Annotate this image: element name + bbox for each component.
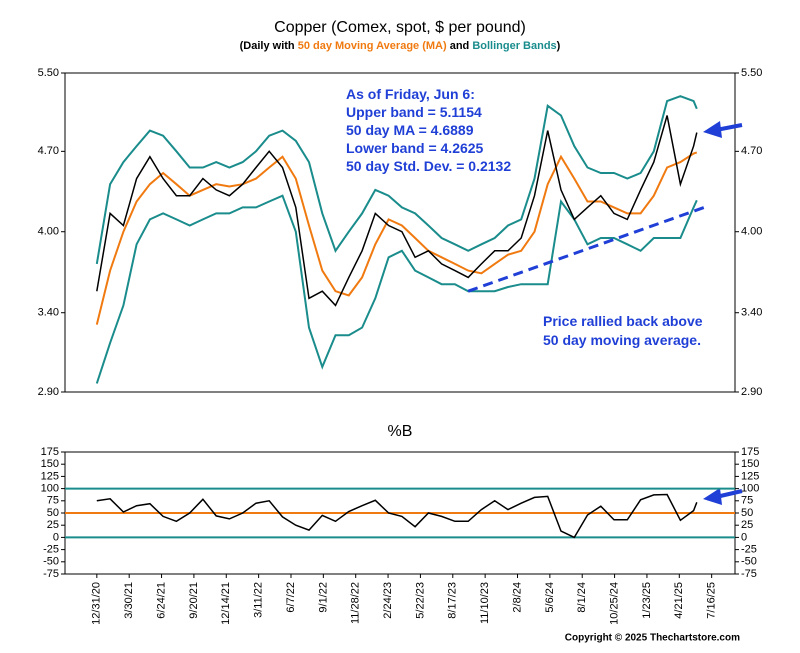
arrow bbox=[703, 488, 743, 505]
y-tick-label: 50 bbox=[47, 507, 59, 519]
x-tick-label: 6/24/21 bbox=[155, 582, 167, 619]
x-tick-label: 3/11/22 bbox=[253, 582, 265, 618]
y-tick-label: 150 bbox=[741, 458, 759, 470]
annotation: Lower band = 4.2625 bbox=[346, 140, 484, 156]
y-tick-label: -25 bbox=[741, 544, 757, 556]
annotation: As of Friday, Jun 6: bbox=[346, 86, 475, 102]
annotation: 50 day MA = 4.6889 bbox=[346, 122, 474, 138]
x-tick-label: 2/8/24 bbox=[511, 582, 523, 613]
subtitle-part: ) bbox=[557, 40, 561, 52]
y-tick-label: 4.00 bbox=[741, 226, 762, 238]
x-tick-label: 12/14/21 bbox=[220, 582, 232, 625]
panel-title: %B bbox=[388, 423, 413, 440]
y-tick-label: 2.90 bbox=[38, 386, 59, 398]
y-tick-label: 175 bbox=[41, 446, 59, 458]
annotations: As of Friday, Jun 6: Upper band = 5.1154… bbox=[346, 86, 703, 348]
y-tick-label: 5.50 bbox=[38, 67, 59, 79]
y-tick-label: 4.70 bbox=[38, 145, 59, 157]
y-tick-label: 150 bbox=[41, 458, 59, 470]
subtitle-part: Bollinger Bands bbox=[472, 40, 556, 52]
x-tick-label: 9/1/22 bbox=[317, 582, 329, 613]
y-tick-label: 0 bbox=[53, 531, 59, 543]
y-tick-label: 25 bbox=[47, 519, 59, 531]
y-tick-label: -50 bbox=[741, 556, 757, 568]
x-tick-label: 8/1/24 bbox=[576, 582, 588, 613]
y-tick-label: -75 bbox=[43, 568, 59, 580]
annotation: 50 day Std. Dev. = 0.2132 bbox=[346, 158, 511, 174]
trend-line bbox=[467, 205, 705, 293]
y-tick-label: 75 bbox=[741, 495, 753, 507]
x-tick-label: 2/24/23 bbox=[382, 582, 394, 619]
y-tick-label: -50 bbox=[43, 556, 59, 568]
series-line bbox=[95, 151, 698, 325]
x-tick-label: 1/23/25 bbox=[641, 582, 653, 619]
x-tick-label: 5/6/24 bbox=[544, 582, 556, 613]
series-line bbox=[96, 115, 698, 307]
y-tick-label: -25 bbox=[43, 544, 59, 556]
series-line bbox=[95, 95, 698, 265]
y-tick-label: 2.90 bbox=[741, 386, 762, 398]
chart-subtitle: (Daily with 50 day Moving Average (MA) a… bbox=[240, 40, 561, 52]
subtitle-part: (Daily with bbox=[240, 40, 298, 52]
series-line bbox=[95, 194, 698, 384]
arrow bbox=[703, 121, 743, 138]
annotation: 50 day moving average. bbox=[543, 332, 701, 348]
annotation: Upper band = 5.1154 bbox=[346, 104, 482, 120]
x-tick-label: 10/25/24 bbox=[608, 582, 620, 625]
x-tick-label: 4/21/25 bbox=[673, 582, 685, 619]
x-tick-label: 8/17/23 bbox=[447, 582, 459, 619]
y-tick-label: 100 bbox=[741, 483, 759, 495]
chart-title: Copper (Comex, spot, $ per pound) bbox=[274, 19, 526, 36]
subtitle-part: and bbox=[447, 40, 473, 52]
x-tick-label: 9/20/21 bbox=[188, 582, 200, 619]
y-tick-label: -75 bbox=[741, 568, 757, 580]
y-tick-label: 125 bbox=[41, 470, 59, 482]
y-tick-label: 100 bbox=[41, 483, 59, 495]
y-tick-label: 50 bbox=[741, 507, 753, 519]
x-tick-label: 7/16/25 bbox=[706, 582, 718, 619]
x-tick-label: 5/22/23 bbox=[414, 582, 426, 619]
y-tick-label: 175 bbox=[741, 446, 759, 458]
copyright: Copyright © 2025 Thechartstore.com bbox=[565, 633, 740, 644]
y-tick-label: 25 bbox=[741, 519, 753, 531]
y-tick-label: 4.70 bbox=[741, 145, 762, 157]
y-tick-label: 75 bbox=[47, 495, 59, 507]
subtitle-part: 50 day Moving Average (MA) bbox=[298, 40, 447, 52]
y-tick-label: 125 bbox=[741, 470, 759, 482]
x-tick-label: 6/7/22 bbox=[285, 582, 297, 613]
y-tick-label: 3.40 bbox=[38, 307, 59, 319]
x-tick-label: 11/28/22 bbox=[350, 582, 362, 624]
y-tick-label: 0 bbox=[741, 531, 747, 543]
series-line bbox=[96, 493, 698, 539]
x-tick-label: 12/31/20 bbox=[91, 582, 103, 625]
y-tick-label: 3.40 bbox=[741, 307, 762, 319]
x-tick-label: 3/30/21 bbox=[123, 582, 135, 619]
annotation: Price rallied back above bbox=[543, 313, 703, 329]
y-tick-label: 5.50 bbox=[741, 67, 762, 79]
x-tick-label: 11/10/23 bbox=[479, 582, 491, 624]
y-tick-label: 4.00 bbox=[38, 226, 59, 238]
plot-frame bbox=[64, 72, 736, 393]
